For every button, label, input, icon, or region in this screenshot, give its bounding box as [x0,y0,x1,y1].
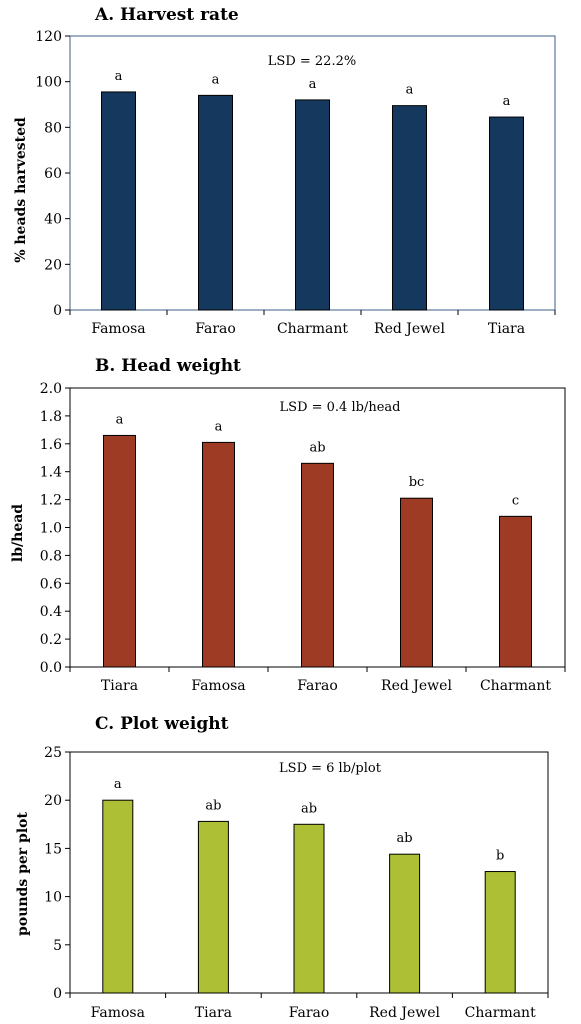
significance-letter: a [115,69,123,84]
bar [102,799,134,994]
bar [389,853,421,994]
chart-title: C. Plot weight [95,714,229,734]
x-category-label: Farao [297,678,338,694]
bar [197,820,229,994]
x-category-label: Red Jewel [381,678,452,694]
x-category-label: Famosa [91,1005,145,1021]
significance-letter: a [406,83,414,98]
bar [489,116,524,311]
chart-panel-a: A. Harvest rate % heads harvested LSD = … [0,0,581,345]
x-category-label: Tiara [195,1005,232,1021]
x-category-label: Farao [289,1005,330,1021]
x-category-label: Charmant [465,1005,536,1021]
y-tick-label: 20 [44,257,62,273]
plot-weight-chart: C. Plot weight pounds per plot LSD = 6 l… [15,714,549,1021]
significance-letter: a [215,419,223,434]
significance-letter: ab [397,831,413,846]
y-tick-label: 120 [35,29,62,45]
chart-title: A. Harvest rate [94,5,239,25]
bar [484,871,516,994]
bar [202,441,235,668]
y-tick-label: 1.6 [40,437,62,453]
x-category-label: Farao [195,321,236,337]
y-tick-label: 0.2 [40,632,62,648]
significance-letter: a [212,72,220,87]
bar-group: 0.0 0.2 0.4 0.6 0.8 1.0 1.2 1.4 1.6 1.8 2.0 a Tiara a… [40,381,566,694]
y-tick-label: 0.6 [40,576,62,592]
bar [400,497,433,668]
bar [103,434,136,668]
x-category-label: Red Jewel [369,1005,440,1021]
bar [301,462,334,668]
y-tick-label: 15 [44,841,62,857]
head-weight-chart: B. Head weight lb/head LSD = 0.4 lb/head… [10,356,566,694]
y-tick-label: 0 [53,986,62,1002]
y-tick-label: 25 [44,745,62,761]
y-tick-label: 20 [44,793,62,809]
x-category-label: Tiara [488,321,525,337]
x-category-label: Charmant [480,678,551,694]
bar [293,823,325,994]
bar [198,94,233,311]
x-category-label: Tiara [101,678,138,694]
harvest-rate-chart: A. Harvest rate % heads harvested LSD = … [13,5,556,337]
significance-letter: a [503,94,511,109]
bar [295,99,330,311]
chart-panel-c: C. Plot weight pounds per plot LSD = 6 l… [0,702,581,1024]
x-category-label: Charmant [277,321,348,337]
y-tick-label: 40 [44,212,62,228]
significance-letter: ab [205,798,221,813]
y-axis-label: lb/head [10,504,26,562]
x-category-label: Famosa [91,321,145,337]
bar-group: 0 5 10 15 20 25 a Famosa ab Tiara ab Farao ab Red Jew… [44,745,549,1021]
significance-letter: bc [409,475,425,490]
bar-group: 0 20 40 60 80 100 120 a Famosa a Farao a Charmant a Re… [35,29,556,337]
y-tick-label: 80 [44,120,62,136]
y-tick-label: 5 [53,938,62,954]
y-tick-label: 1.0 [40,521,62,537]
lsd-annotation: LSD = 22.2% [268,54,356,69]
y-axis-label: pounds per plot [15,812,31,936]
y-tick-label: 2.0 [40,381,62,397]
y-tick-label: 0.4 [40,604,62,620]
y-tick-label: 1.4 [40,465,62,481]
y-tick-label: 0.8 [40,548,62,564]
significance-letter: b [496,849,504,864]
y-tick-label: 60 [44,166,62,182]
x-category-label: Red Jewel [374,321,445,337]
lsd-annotation: LSD = 0.4 lb/head [280,400,401,415]
significance-letter: ab [309,440,325,455]
chart-title: B. Head weight [95,356,241,376]
significance-letter: c [512,493,519,508]
significance-letter: a [309,77,317,92]
chart-panel-b: B. Head weight lb/head LSD = 0.4 lb/head… [0,345,581,702]
y-tick-label: 0 [53,303,62,319]
bar [499,515,532,668]
bar [101,91,136,311]
y-tick-label: 1.8 [40,409,62,425]
y-tick-label: 1.2 [40,493,62,509]
bar [392,105,427,311]
significance-letter: ab [301,801,317,816]
significance-letter: a [114,777,122,792]
x-category-label: Famosa [191,678,245,694]
y-tick-label: 100 [35,75,62,91]
lsd-annotation: LSD = 6 lb/plot [279,761,382,776]
y-tick-label: 0.0 [40,660,62,676]
y-axis-label: % heads harvested [13,117,29,263]
y-tick-label: 10 [44,890,62,906]
significance-letter: a [116,412,124,427]
